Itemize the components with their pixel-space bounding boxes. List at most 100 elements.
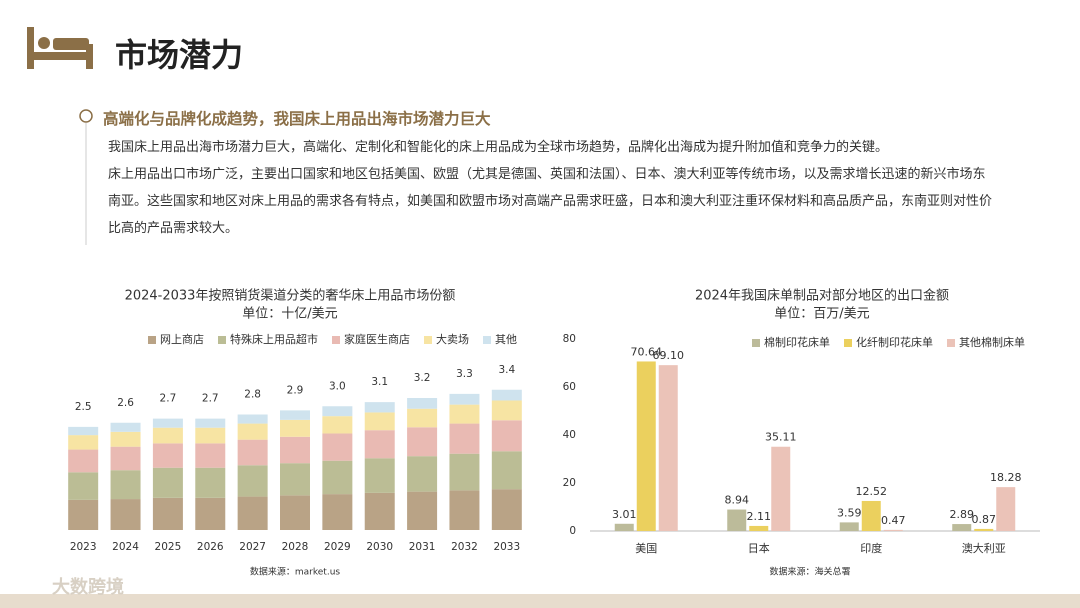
- bar-segment: [322, 416, 353, 434]
- total-label: 3.4: [498, 364, 515, 376]
- total-label: 2.7: [160, 393, 177, 405]
- value-label: 2.11: [747, 510, 772, 523]
- footer-band: [0, 594, 1080, 608]
- bar: [614, 523, 634, 531]
- chart-subtitle: 单位：十亿/美元: [242, 307, 337, 322]
- y-tick-label: 0: [569, 525, 576, 537]
- paragraphs: 我国床上用品出海市场潜力巨大，高端化、定制化和智能化的床上用品成为全球市场趋势，…: [108, 134, 998, 242]
- bar-segment: [68, 449, 99, 473]
- bar: [727, 509, 747, 531]
- bar-segment: [449, 453, 480, 491]
- value-label: 35.11: [765, 431, 797, 444]
- bar: [839, 522, 859, 531]
- bar-segment: [152, 427, 183, 444]
- y-tick-label: 40: [563, 429, 576, 441]
- value-label: 8.94: [725, 494, 750, 507]
- bar: [636, 361, 656, 531]
- x-tick-label: 2031: [409, 541, 436, 553]
- x-tick-label: 印度: [860, 541, 882, 555]
- bar-segment: [280, 463, 310, 496]
- legend-swatch: [148, 336, 156, 344]
- bar-segment: [280, 410, 310, 420]
- x-tick-label: 2028: [282, 541, 309, 553]
- bar-segment: [322, 406, 353, 417]
- bar-segment: [237, 414, 268, 424]
- bar-segment: [407, 491, 438, 530]
- bar-segment: [110, 422, 141, 432]
- bar: [883, 529, 903, 531]
- total-label: 3.0: [329, 380, 346, 392]
- bar-segment: [152, 497, 183, 530]
- bar-segment: [68, 426, 99, 436]
- bar-segment: [68, 435, 99, 450]
- total-label: 2.5: [75, 401, 92, 413]
- legend-swatch: [424, 336, 432, 344]
- total-label: 3.3: [456, 368, 473, 380]
- bar-segment: [322, 433, 353, 461]
- legend-label: 网上商店: [160, 332, 204, 346]
- bar-segment: [237, 423, 268, 440]
- legend-label: 其他棉制床单: [959, 335, 1025, 349]
- x-tick-label: 2027: [239, 541, 266, 553]
- legend-swatch: [483, 336, 491, 344]
- total-label: 3.2: [414, 372, 431, 384]
- value-label: 12.52: [856, 485, 888, 498]
- bar-segment: [195, 467, 226, 498]
- footer-logo: 大数跨境: [52, 576, 124, 598]
- bar-segment: [364, 402, 395, 413]
- chart-title: 2024-2033年按照销货渠道分类的奢华床上用品市场份额: [125, 288, 456, 304]
- bar-segment: [110, 470, 141, 500]
- value-label: 70.64: [631, 345, 663, 358]
- bar-segment: [364, 430, 395, 459]
- bar-segment: [407, 456, 438, 492]
- x-tick-label: 2024: [112, 541, 139, 553]
- bar-segment: [449, 490, 480, 530]
- bar: [861, 500, 881, 531]
- chart-subtitle: 单位：百万/美元: [774, 307, 869, 322]
- value-label: 2.89: [950, 508, 975, 521]
- x-tick-label: 2030: [366, 541, 393, 553]
- legend-swatch: [844, 339, 852, 347]
- bar-segment: [491, 420, 522, 452]
- total-label: 2.8: [244, 389, 261, 401]
- page-title: 市场潜力: [115, 36, 244, 74]
- bar-segment: [364, 458, 395, 493]
- bar-segment: [110, 431, 141, 447]
- bar-segment: [491, 451, 522, 490]
- section-heading: 高端化与品牌化成趋势，我国床上用品出海市场潜力巨大: [103, 110, 491, 128]
- legend-swatch: [218, 336, 226, 344]
- bar-segment: [195, 497, 226, 530]
- bar-segment: [237, 439, 268, 466]
- bar-segment: [110, 499, 141, 530]
- paragraph: 我国床上用品出海市场潜力巨大，高端化、定制化和智能化的床上用品成为全球市场趋势，…: [108, 140, 889, 155]
- legend-label: 化纤制印花床单: [856, 335, 933, 349]
- x-tick-label: 2032: [451, 541, 478, 553]
- bar-segment: [152, 467, 183, 498]
- bar-segment: [280, 495, 310, 530]
- bar-segment: [68, 472, 99, 500]
- bar-segment: [280, 436, 310, 464]
- bar: [771, 446, 791, 531]
- legend-label: 家庭医生商店: [344, 332, 410, 346]
- value-label: 0.87: [972, 513, 997, 526]
- y-tick-label: 20: [563, 477, 576, 489]
- y-tick-label: 80: [563, 333, 576, 345]
- bar-segment: [491, 489, 522, 530]
- source-note: 数据来源：海关总署: [769, 566, 850, 578]
- bar-segment: [449, 404, 480, 424]
- total-label: 3.1: [371, 376, 388, 388]
- source-note: 数据来源：market.us: [250, 566, 341, 578]
- bar-segment: [280, 419, 310, 437]
- paragraph: 床上用品出口市场广泛，主要出口国家和地区包括美国、欧盟（尤其是德国、英国和法国）…: [108, 167, 993, 236]
- y-tick-label: 60: [563, 381, 576, 393]
- bar-segment: [449, 423, 480, 454]
- value-label: 18.28: [990, 471, 1022, 484]
- bar-segment: [407, 398, 438, 409]
- bar-segment: [407, 408, 438, 428]
- x-tick-label: 澳大利亚: [962, 541, 1006, 555]
- bar-segment: [322, 460, 353, 495]
- bar: [952, 524, 972, 531]
- bullet: [79, 109, 93, 123]
